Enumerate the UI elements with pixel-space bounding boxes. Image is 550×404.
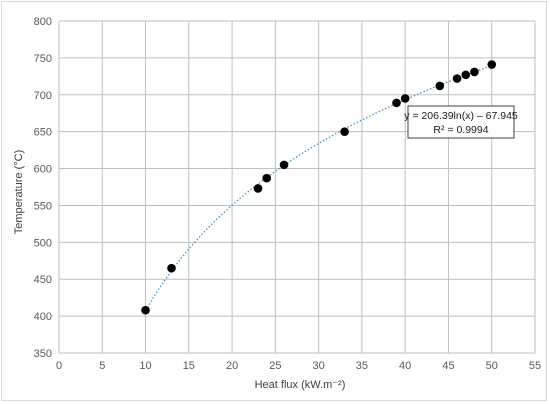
data-point: [470, 67, 479, 77]
data-point: [253, 184, 263, 193]
x-tick-label: 0: [56, 360, 62, 372]
x-tick-label: 45: [442, 360, 454, 372]
x-tick-labels: 0 5 10 15 20 25 30 35 40 45 50 55: [56, 360, 541, 372]
x-tick-label: 5: [99, 360, 105, 372]
gridlines: [58, 20, 536, 354]
y-tick-label: 350: [34, 348, 52, 360]
trendline-layer: [144, 65, 492, 312]
x-tick-label: 25: [269, 360, 281, 372]
y-tick-label: 550: [34, 200, 52, 212]
x-tick-label: 10: [139, 360, 151, 372]
y-tick-label: 750: [34, 53, 52, 65]
y-tick-label: 800: [34, 16, 52, 28]
x-tick-label: 15: [183, 360, 195, 372]
x-tick-label: 35: [356, 360, 368, 372]
y-axis-title: Temperature (°C): [13, 150, 25, 234]
data-point: [487, 60, 497, 69]
y-tick-label: 500: [34, 237, 52, 249]
data-point: [452, 74, 462, 83]
y-tick-labels: 350 400 450 500 550 600 650 700 750 800: [34, 16, 52, 360]
equation-box: y = 206.39ln(x) – 67.945 R² = 0.9994: [404, 105, 518, 139]
y-tick-label: 400: [34, 311, 52, 323]
data-point: [400, 94, 410, 103]
data-point: [435, 81, 445, 91]
x-tick-label: 50: [486, 360, 498, 372]
data-point: [392, 98, 401, 108]
data-point: [279, 160, 289, 170]
data-point: [461, 70, 471, 80]
x-tick-label: 55: [529, 360, 541, 372]
trendline-equation: y = 206.39ln(x) – 67.945: [404, 110, 518, 122]
data-point: [340, 127, 349, 136]
trendline: [144, 65, 492, 312]
equation-box-border: [407, 105, 515, 139]
x-tick-label: 20: [226, 360, 238, 372]
data-point: [141, 305, 150, 315]
x-tick-label: 40: [399, 360, 411, 372]
data-point: [167, 263, 176, 273]
r-squared-label: R² = 0.9994: [433, 124, 488, 136]
data-points: [141, 60, 497, 315]
x-tick-label: 30: [313, 360, 325, 372]
y-tick-label: 650: [34, 127, 52, 139]
x-axis-title: Heat flux (kW.m⁻²): [255, 379, 346, 391]
y-tick-label: 600: [34, 164, 52, 176]
y-tick-label: 450: [34, 274, 52, 286]
data-point: [262, 173, 272, 183]
y-tick-label: 700: [34, 90, 52, 102]
